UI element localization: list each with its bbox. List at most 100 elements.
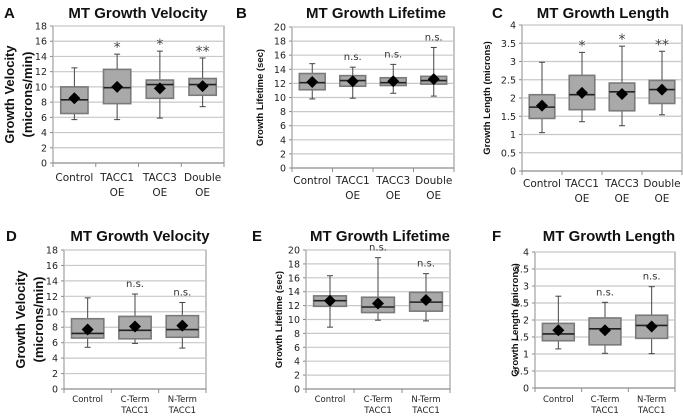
y-tick-label: 16 — [46, 261, 58, 272]
y-tick-label: 3.5 — [514, 265, 529, 276]
significance-label: n.s. — [126, 279, 144, 290]
y-tick-label: 2.5 — [501, 75, 516, 86]
category-label: Double — [643, 178, 680, 190]
mean-marker — [153, 82, 166, 95]
panel-letter: C — [492, 5, 503, 22]
box-plot — [59, 67, 89, 121]
mean-marker — [427, 73, 440, 86]
box-plot: * — [145, 37, 175, 119]
box-plot: n.s. — [588, 287, 622, 354]
category-label: TACC3 — [604, 178, 639, 190]
category-label: TACC1 — [564, 178, 599, 190]
significance-label: n.s. — [384, 49, 402, 60]
box-plot: n.s. — [379, 49, 407, 94]
y-tick-label: 0 — [510, 167, 516, 178]
y-tick-label: 1 — [523, 350, 529, 361]
category-label: Double — [415, 175, 452, 187]
significance-label: n.s. — [417, 259, 435, 270]
box-plot — [528, 61, 556, 134]
y-tick-label: 10 — [274, 93, 286, 104]
category-label: TACC1 — [99, 172, 134, 184]
significance-label: * — [619, 32, 626, 48]
box-plot: n.s. — [634, 272, 669, 355]
mean-marker — [576, 86, 588, 99]
y-tick-label: 2 — [523, 316, 529, 327]
y-tick-label: 2 — [52, 369, 58, 380]
y-tick-label: 1.5 — [514, 333, 529, 344]
y-axis-label: Growth Lifetime (sec) — [274, 271, 285, 368]
box-plot — [541, 295, 576, 350]
y-axis-label: Growth Length (microns) — [482, 41, 493, 154]
y-tick-label: 10 — [46, 307, 58, 318]
panel-letter: D — [6, 228, 17, 245]
category-label: TACC1 — [335, 175, 370, 187]
category-label: OE — [110, 187, 125, 199]
chart-title: MT Growth Lifetime — [310, 228, 450, 245]
y-tick-label: 6 — [52, 338, 58, 349]
mean-marker — [306, 75, 319, 88]
y-axis-label: (microns/min) — [20, 52, 35, 138]
y-tick-label: 18 — [288, 259, 300, 270]
mean-marker — [111, 80, 124, 93]
y-tick-label: 0.5 — [514, 367, 529, 378]
mean-marker — [420, 294, 432, 307]
chart-panel-e: E MT Growth Lifetime 0 2 4 6 8 10 12 14 16 18 20 Grow… — [252, 228, 451, 416]
y-tick-label: 6 — [41, 113, 47, 124]
panel-letter: B — [236, 5, 247, 22]
y-tick-label: 4 — [294, 357, 300, 368]
significance-label: n.s. — [596, 287, 614, 298]
chart-panel-f: F MT Growth Length 0 0.5 1 1.5 2 2.5 3 3.5 4Growth… — [492, 228, 676, 416]
category-label: TACC3 — [142, 172, 177, 184]
mean-marker — [552, 324, 565, 337]
mean-marker — [372, 297, 384, 310]
category-label: N-Term — [637, 395, 666, 405]
y-tick-label: 1.5 — [501, 112, 516, 123]
y-tick-label: 10 — [288, 315, 300, 326]
category-label: Control — [543, 395, 574, 405]
category-label: Control — [55, 172, 93, 184]
y-tick-label: 12 — [35, 67, 47, 78]
y-tick-label: 12 — [46, 292, 58, 303]
y-axis-label: Growth Lifetime (sec) — [255, 49, 266, 146]
box-plot: * — [608, 32, 636, 127]
significance-label: n.s. — [344, 52, 362, 63]
y-tick-label: 8 — [41, 98, 47, 109]
mean-marker — [176, 319, 189, 332]
y-tick-label: 0 — [52, 385, 58, 396]
y-tick-label: 12 — [274, 79, 286, 90]
mean-marker — [196, 80, 209, 93]
panel-letter: E — [252, 228, 262, 245]
y-tick-label: 0.5 — [501, 148, 516, 159]
y-tick-label: 4 — [523, 248, 529, 259]
category-label: TACC1 — [120, 406, 148, 416]
y-tick-label: 4 — [510, 21, 516, 32]
y-tick-label: 2.5 — [514, 299, 529, 310]
mean-marker — [656, 83, 668, 96]
box-plot: n.s. — [118, 279, 152, 344]
y-tick-label: 16 — [274, 51, 286, 62]
y-tick-label: 18 — [46, 246, 58, 257]
panel-letter: F — [492, 228, 501, 245]
y-tick-label: 20 — [288, 246, 300, 257]
box-plot: * — [568, 38, 596, 123]
y-tick-label: 8 — [280, 107, 286, 118]
y-tick-label: 0 — [280, 164, 286, 175]
mean-marker — [536, 99, 548, 112]
y-tick-label: 2 — [280, 149, 286, 160]
category-label: N-Term — [168, 395, 197, 405]
category-label: TACC1 — [590, 406, 618, 416]
category-label: TACC3 — [375, 175, 410, 187]
y-tick-label: 18 — [274, 37, 286, 48]
category-label: C-Term — [591, 395, 620, 405]
category-label: OE — [655, 193, 670, 205]
category-label: OE — [195, 187, 210, 199]
y-tick-label: 4 — [41, 128, 47, 139]
significance-label: n.s. — [643, 272, 661, 283]
y-tick-label: 3.5 — [501, 39, 516, 50]
y-tick-label: 2 — [510, 94, 516, 105]
category-label: Control — [293, 175, 331, 187]
category-label: Double — [184, 172, 221, 184]
category-label: C-Term — [121, 395, 150, 405]
y-tick-label: 6 — [294, 343, 300, 354]
